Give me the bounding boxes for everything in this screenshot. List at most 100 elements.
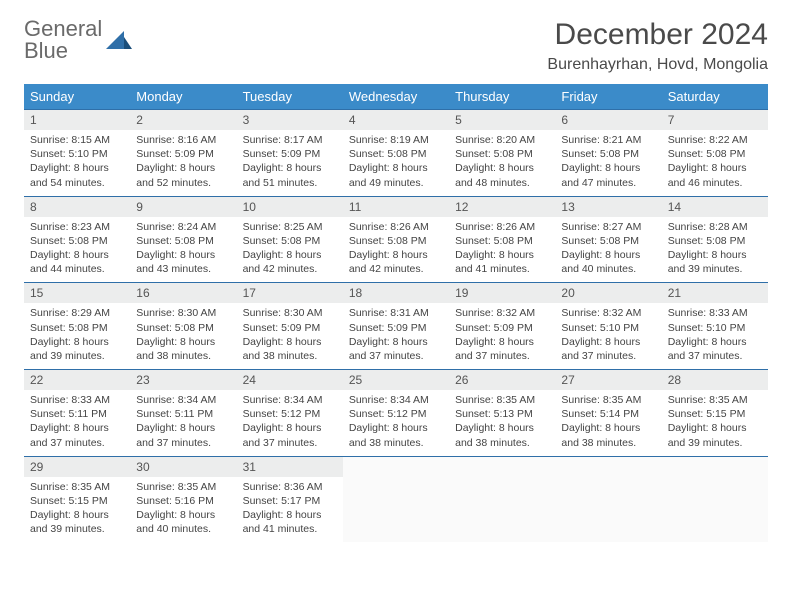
day-content: Sunrise: 8:29 AMSunset: 5:08 PMDaylight:… <box>24 303 130 369</box>
day-content: Sunrise: 8:21 AMSunset: 5:08 PMDaylight:… <box>555 130 661 196</box>
day-number: 21 <box>662 283 768 303</box>
day-content: Sunrise: 8:34 AMSunset: 5:12 PMDaylight:… <box>343 390 449 456</box>
header: General Blue December 2024 Burenhayrhan,… <box>24 18 768 74</box>
day-number: 27 <box>555 370 661 390</box>
calendar-day-cell: 23Sunrise: 8:34 AMSunset: 5:11 PMDayligh… <box>130 370 236 457</box>
day-number: 1 <box>24 110 130 130</box>
calendar-day-cell: 24Sunrise: 8:34 AMSunset: 5:12 PMDayligh… <box>237 370 343 457</box>
day-content: Sunrise: 8:33 AMSunset: 5:10 PMDaylight:… <box>662 303 768 369</box>
day-number: 29 <box>24 457 130 477</box>
calendar-day-cell: 28Sunrise: 8:35 AMSunset: 5:15 PMDayligh… <box>662 370 768 457</box>
title-block: December 2024 Burenhayrhan, Hovd, Mongol… <box>547 18 768 74</box>
calendar-day-cell: 10Sunrise: 8:25 AMSunset: 5:08 PMDayligh… <box>237 196 343 283</box>
calendar-day-cell: 7Sunrise: 8:22 AMSunset: 5:08 PMDaylight… <box>662 110 768 197</box>
day-content: Sunrise: 8:35 AMSunset: 5:13 PMDaylight:… <box>449 390 555 456</box>
page-subtitle: Burenhayrhan, Hovd, Mongolia <box>547 56 768 74</box>
calendar-day-cell <box>343 456 449 542</box>
day-number: 9 <box>130 197 236 217</box>
day-number: 13 <box>555 197 661 217</box>
day-content: Sunrise: 8:24 AMSunset: 5:08 PMDaylight:… <box>130 217 236 283</box>
day-content: Sunrise: 8:30 AMSunset: 5:08 PMDaylight:… <box>130 303 236 369</box>
day-content: Sunrise: 8:23 AMSunset: 5:08 PMDaylight:… <box>24 217 130 283</box>
day-content: Sunrise: 8:35 AMSunset: 5:15 PMDaylight:… <box>662 390 768 456</box>
day-content: Sunrise: 8:34 AMSunset: 5:11 PMDaylight:… <box>130 390 236 456</box>
calendar-day-cell: 5Sunrise: 8:20 AMSunset: 5:08 PMDaylight… <box>449 110 555 197</box>
calendar-day-cell: 13Sunrise: 8:27 AMSunset: 5:08 PMDayligh… <box>555 196 661 283</box>
calendar-table: SundayMondayTuesdayWednesdayThursdayFrid… <box>24 84 768 542</box>
weekday-header: Friday <box>555 84 661 110</box>
calendar-day-cell: 20Sunrise: 8:32 AMSunset: 5:10 PMDayligh… <box>555 283 661 370</box>
calendar-week-row: 22Sunrise: 8:33 AMSunset: 5:11 PMDayligh… <box>24 370 768 457</box>
calendar-day-cell: 16Sunrise: 8:30 AMSunset: 5:08 PMDayligh… <box>130 283 236 370</box>
day-content: Sunrise: 8:35 AMSunset: 5:16 PMDaylight:… <box>130 477 236 543</box>
day-content: Sunrise: 8:27 AMSunset: 5:08 PMDaylight:… <box>555 217 661 283</box>
weekday-header: Wednesday <box>343 84 449 110</box>
calendar-day-cell: 18Sunrise: 8:31 AMSunset: 5:09 PMDayligh… <box>343 283 449 370</box>
calendar-day-cell: 2Sunrise: 8:16 AMSunset: 5:09 PMDaylight… <box>130 110 236 197</box>
day-content: Sunrise: 8:32 AMSunset: 5:09 PMDaylight:… <box>449 303 555 369</box>
day-number: 7 <box>662 110 768 130</box>
day-content: Sunrise: 8:20 AMSunset: 5:08 PMDaylight:… <box>449 130 555 196</box>
calendar-day-cell: 6Sunrise: 8:21 AMSunset: 5:08 PMDaylight… <box>555 110 661 197</box>
day-number: 8 <box>24 197 130 217</box>
day-content: Sunrise: 8:26 AMSunset: 5:08 PMDaylight:… <box>343 217 449 283</box>
calendar-week-row: 29Sunrise: 8:35 AMSunset: 5:15 PMDayligh… <box>24 456 768 542</box>
calendar-day-cell: 9Sunrise: 8:24 AMSunset: 5:08 PMDaylight… <box>130 196 236 283</box>
weekday-header: Sunday <box>24 84 130 110</box>
day-content: Sunrise: 8:15 AMSunset: 5:10 PMDaylight:… <box>24 130 130 196</box>
calendar-day-cell: 30Sunrise: 8:35 AMSunset: 5:16 PMDayligh… <box>130 456 236 542</box>
calendar-day-cell: 1Sunrise: 8:15 AMSunset: 5:10 PMDaylight… <box>24 110 130 197</box>
day-content: Sunrise: 8:22 AMSunset: 5:08 PMDaylight:… <box>662 130 768 196</box>
day-number: 20 <box>555 283 661 303</box>
weekday-header: Thursday <box>449 84 555 110</box>
day-number: 4 <box>343 110 449 130</box>
calendar-header-row: SundayMondayTuesdayWednesdayThursdayFrid… <box>24 84 768 110</box>
day-content: Sunrise: 8:30 AMSunset: 5:09 PMDaylight:… <box>237 303 343 369</box>
calendar-day-cell: 21Sunrise: 8:33 AMSunset: 5:10 PMDayligh… <box>662 283 768 370</box>
day-content: Sunrise: 8:35 AMSunset: 5:14 PMDaylight:… <box>555 390 661 456</box>
calendar-day-cell <box>662 456 768 542</box>
calendar-day-cell: 25Sunrise: 8:34 AMSunset: 5:12 PMDayligh… <box>343 370 449 457</box>
day-number: 28 <box>662 370 768 390</box>
day-content: Sunrise: 8:26 AMSunset: 5:08 PMDaylight:… <box>449 217 555 283</box>
logo: General Blue <box>24 18 132 62</box>
day-content: Sunrise: 8:36 AMSunset: 5:17 PMDaylight:… <box>237 477 343 543</box>
day-number: 3 <box>237 110 343 130</box>
calendar-week-row: 8Sunrise: 8:23 AMSunset: 5:08 PMDaylight… <box>24 196 768 283</box>
day-number: 16 <box>130 283 236 303</box>
day-number: 5 <box>449 110 555 130</box>
day-content: Sunrise: 8:25 AMSunset: 5:08 PMDaylight:… <box>237 217 343 283</box>
day-number: 14 <box>662 197 768 217</box>
calendar-day-cell: 4Sunrise: 8:19 AMSunset: 5:08 PMDaylight… <box>343 110 449 197</box>
day-content: Sunrise: 8:33 AMSunset: 5:11 PMDaylight:… <box>24 390 130 456</box>
day-content: Sunrise: 8:31 AMSunset: 5:09 PMDaylight:… <box>343 303 449 369</box>
day-number: 31 <box>237 457 343 477</box>
day-number: 26 <box>449 370 555 390</box>
day-number: 25 <box>343 370 449 390</box>
calendar-week-row: 15Sunrise: 8:29 AMSunset: 5:08 PMDayligh… <box>24 283 768 370</box>
weekday-header: Monday <box>130 84 236 110</box>
calendar-day-cell: 17Sunrise: 8:30 AMSunset: 5:09 PMDayligh… <box>237 283 343 370</box>
day-number: 23 <box>130 370 236 390</box>
day-number: 22 <box>24 370 130 390</box>
day-number: 6 <box>555 110 661 130</box>
calendar-day-cell: 31Sunrise: 8:36 AMSunset: 5:17 PMDayligh… <box>237 456 343 542</box>
page-title: December 2024 <box>547 18 768 52</box>
weekday-header: Tuesday <box>237 84 343 110</box>
day-content: Sunrise: 8:34 AMSunset: 5:12 PMDaylight:… <box>237 390 343 456</box>
calendar-day-cell: 29Sunrise: 8:35 AMSunset: 5:15 PMDayligh… <box>24 456 130 542</box>
day-number: 18 <box>343 283 449 303</box>
calendar-day-cell <box>555 456 661 542</box>
logo-text-line2: Blue <box>24 40 102 62</box>
day-number: 19 <box>449 283 555 303</box>
day-content: Sunrise: 8:19 AMSunset: 5:08 PMDaylight:… <box>343 130 449 196</box>
day-content: Sunrise: 8:17 AMSunset: 5:09 PMDaylight:… <box>237 130 343 196</box>
logo-text-line1: General <box>24 18 102 40</box>
calendar-day-cell: 26Sunrise: 8:35 AMSunset: 5:13 PMDayligh… <box>449 370 555 457</box>
day-content: Sunrise: 8:35 AMSunset: 5:15 PMDaylight:… <box>24 477 130 543</box>
calendar-day-cell: 11Sunrise: 8:26 AMSunset: 5:08 PMDayligh… <box>343 196 449 283</box>
calendar-day-cell: 22Sunrise: 8:33 AMSunset: 5:11 PMDayligh… <box>24 370 130 457</box>
day-number: 17 <box>237 283 343 303</box>
calendar-day-cell <box>449 456 555 542</box>
calendar-day-cell: 12Sunrise: 8:26 AMSunset: 5:08 PMDayligh… <box>449 196 555 283</box>
